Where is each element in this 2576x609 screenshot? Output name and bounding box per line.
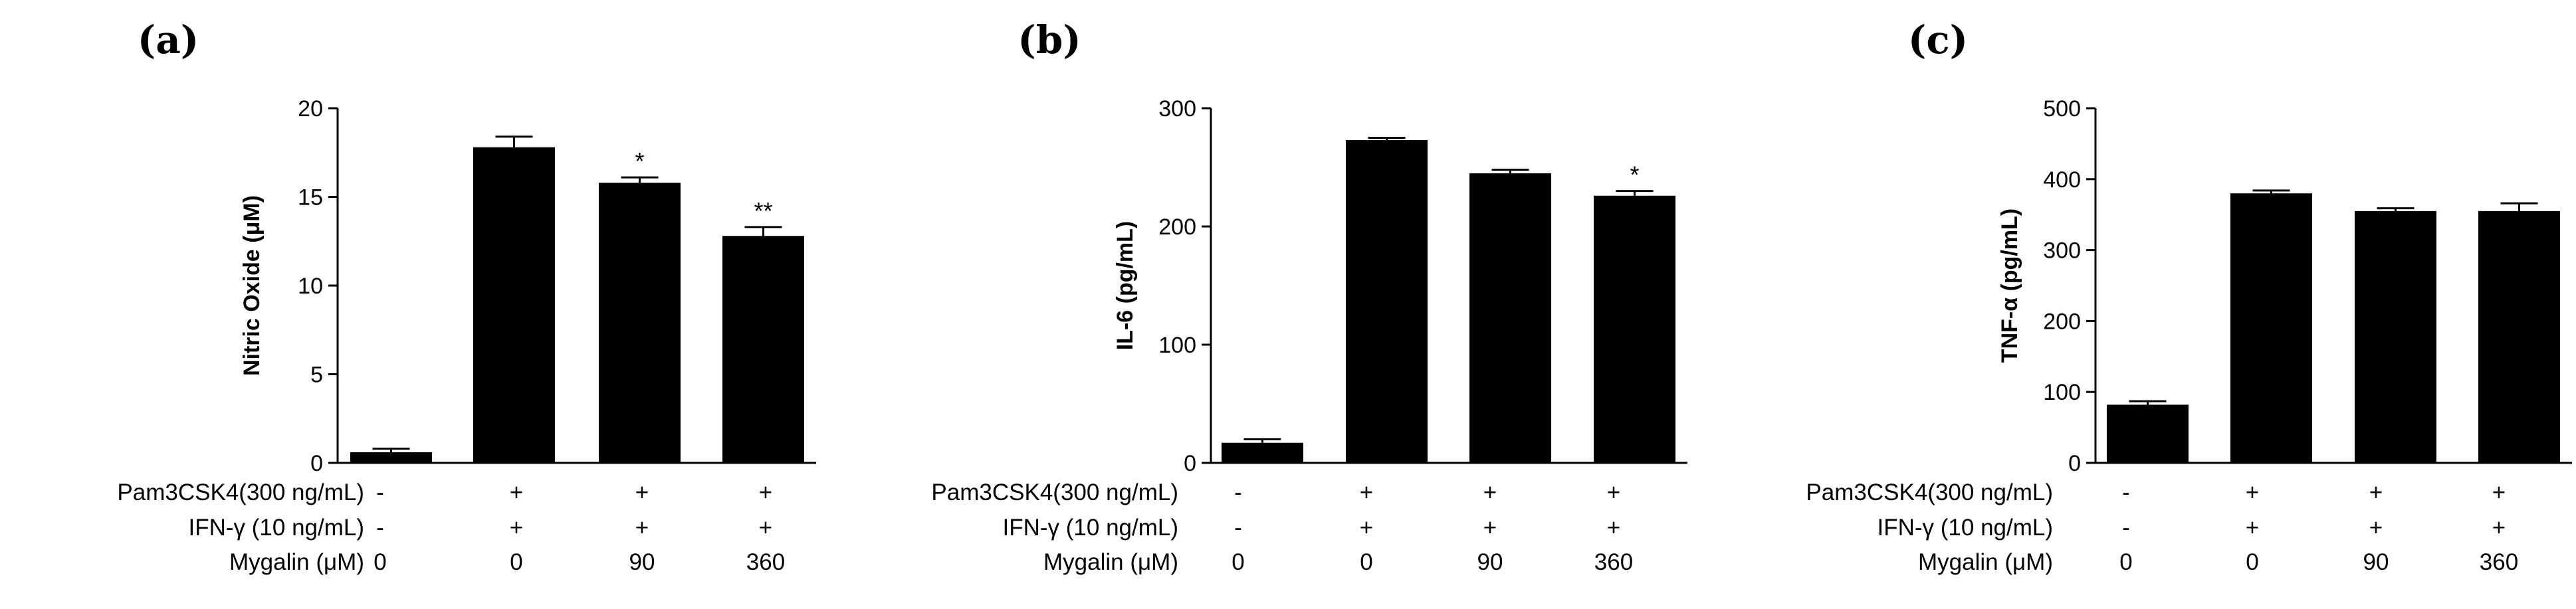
significance-mark: **	[754, 197, 772, 224]
bar	[722, 236, 804, 463]
condition-value: +	[2246, 515, 2259, 541]
y-axis-title: Nitric Oxide (μM)	[239, 195, 265, 376]
condition-value: +	[1483, 515, 1497, 541]
condition-value: +	[2369, 479, 2383, 505]
y-tick-label: 15	[298, 185, 323, 211]
condition-value: 0	[374, 549, 386, 575]
condition-value: 0	[1360, 549, 1372, 575]
bar	[1594, 195, 1675, 463]
condition-value: -	[1234, 479, 1242, 505]
condition-value: +	[2492, 515, 2506, 541]
y-tick-label: 0	[310, 451, 323, 476]
condition-value: 360	[746, 549, 785, 575]
bar	[1346, 140, 1428, 463]
condition-value: 90	[1477, 549, 1503, 575]
condition-value: +	[759, 479, 772, 505]
condition-value: +	[635, 479, 649, 505]
y-tick-label: 200	[2043, 309, 2081, 334]
y-axis-title: TNF-α (pg/mL)	[1997, 209, 2022, 363]
condition-value: +	[1607, 515, 1620, 541]
condition-value: 0	[510, 549, 522, 575]
bar	[2355, 211, 2436, 463]
bar	[599, 183, 681, 463]
bar	[473, 147, 555, 464]
y-tick-label: 300	[2043, 238, 2081, 264]
y-tick-label: 200	[1158, 215, 1196, 240]
condition-label: IFN-γ (10 ng/mL)	[189, 515, 365, 541]
condition-value: -	[2122, 515, 2130, 541]
y-tick-label: 100	[1158, 333, 1196, 358]
condition-label: Mygalin (μM)	[1043, 549, 1178, 575]
condition-value: 0	[2246, 549, 2258, 575]
condition-value: 360	[2480, 549, 2518, 575]
y-tick-label: 10	[298, 274, 323, 299]
y-tick-label: 5	[310, 363, 323, 388]
condition-label: Pam3CSK4(300 ng/mL)	[931, 479, 1178, 505]
y-tick-label: 100	[2043, 380, 2081, 405]
y-tick-label: 20	[298, 96, 323, 122]
condition-value: -	[2122, 479, 2130, 505]
condition-value: +	[2369, 515, 2383, 541]
condition-value: +	[1607, 479, 1620, 505]
bar	[1469, 173, 1551, 463]
y-axis-title: IL-6 (pg/mL)	[1113, 221, 1138, 351]
significance-mark: *	[1630, 161, 1639, 189]
condition-value: -	[1234, 515, 1242, 541]
panel-label: (c)	[1908, 17, 1968, 62]
bar	[2230, 193, 2312, 463]
condition-value: +	[1360, 479, 1373, 505]
condition-value: +	[1483, 479, 1497, 505]
y-tick-label: 400	[2043, 167, 2081, 193]
condition-value: 90	[629, 549, 655, 575]
bar	[2478, 211, 2560, 463]
y-tick-label: 500	[2043, 96, 2081, 122]
panel-label: (b)	[1018, 17, 1081, 62]
condition-value: -	[376, 479, 384, 505]
bar	[1222, 442, 1303, 463]
condition-label: IFN-γ (10 ng/mL)	[1878, 515, 2054, 541]
condition-label: Pam3CSK4(300 ng/mL)	[117, 479, 364, 505]
condition-label: IFN-γ (10 ng/mL)	[1003, 515, 1179, 541]
condition-value: +	[510, 479, 523, 505]
condition-value: +	[2246, 479, 2259, 505]
condition-value: 360	[1594, 549, 1633, 575]
condition-value: +	[1360, 515, 1373, 541]
condition-value: +	[510, 515, 523, 541]
bar	[2107, 404, 2189, 463]
significance-mark: *	[635, 147, 644, 175]
y-tick-label: 0	[2068, 451, 2081, 476]
panel-label: (a)	[138, 17, 199, 62]
condition-value: 0	[2119, 549, 2132, 575]
condition-value: 90	[2363, 549, 2389, 575]
y-tick-label: 300	[1158, 96, 1196, 122]
condition-value: +	[635, 515, 649, 541]
condition-value: +	[759, 515, 772, 541]
condition-value: +	[2492, 479, 2506, 505]
bar	[350, 452, 432, 463]
y-tick-label: 0	[1184, 451, 1196, 476]
condition-label: Mygalin (μM)	[1918, 549, 2053, 575]
condition-value: 0	[1232, 549, 1244, 575]
condition-value: -	[376, 515, 384, 541]
condition-label: Mygalin (μM)	[229, 549, 364, 575]
condition-label: Pam3CSK4(300 ng/mL)	[1806, 479, 2053, 505]
